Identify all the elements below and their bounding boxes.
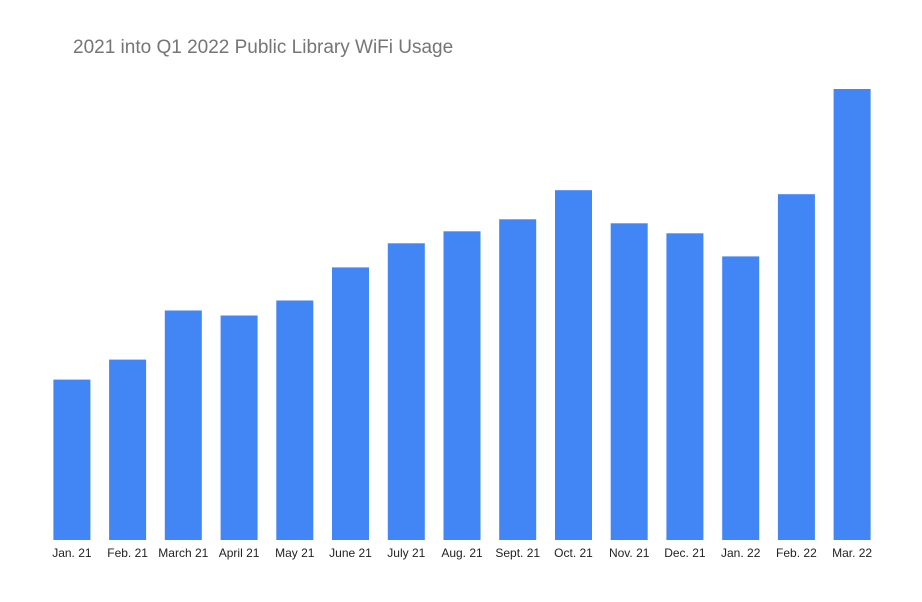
- x-tick-labels: Jan. 21 Feb. 21 March 21 April 21 May 21 June…: [52, 546, 872, 560]
- x-tick-label: Jan. 21: [52, 546, 92, 560]
- x-tick-label: Oct. 21: [554, 546, 593, 560]
- bar-2: [165, 311, 202, 541]
- x-tick-label: Sept. 21: [495, 546, 540, 560]
- bar-11: [666, 233, 703, 540]
- bar-10: [611, 223, 648, 540]
- bar-14: [834, 89, 871, 540]
- x-tick-label: Dec. 21: [664, 546, 706, 560]
- bar-5: [332, 267, 369, 540]
- x-tick-label: Feb. 22: [776, 546, 817, 560]
- x-tick-label: Nov. 21: [609, 546, 650, 560]
- x-tick-label: Aug. 21: [441, 546, 483, 560]
- bar-4: [276, 301, 313, 541]
- bar-12: [722, 256, 759, 540]
- x-tick-label: June 21: [329, 546, 372, 560]
- x-tick-label: Jan. 22: [721, 546, 761, 560]
- x-tick-label: Feb. 21: [107, 546, 148, 560]
- bar-0: [53, 380, 90, 540]
- x-tick-label: Mar. 22: [832, 546, 872, 560]
- bar-6: [388, 243, 425, 540]
- bar-7: [444, 231, 481, 540]
- bar-3: [221, 316, 258, 541]
- bar-8: [499, 219, 536, 540]
- bars-group: [53, 89, 870, 540]
- bar-13: [778, 194, 815, 540]
- bar-9: [555, 190, 592, 540]
- x-tick-label: May 21: [275, 546, 315, 560]
- bar-1: [109, 360, 146, 540]
- x-tick-label: July 21: [387, 546, 425, 560]
- x-tick-label: March 21: [158, 546, 208, 560]
- x-tick-label: April 21: [219, 546, 260, 560]
